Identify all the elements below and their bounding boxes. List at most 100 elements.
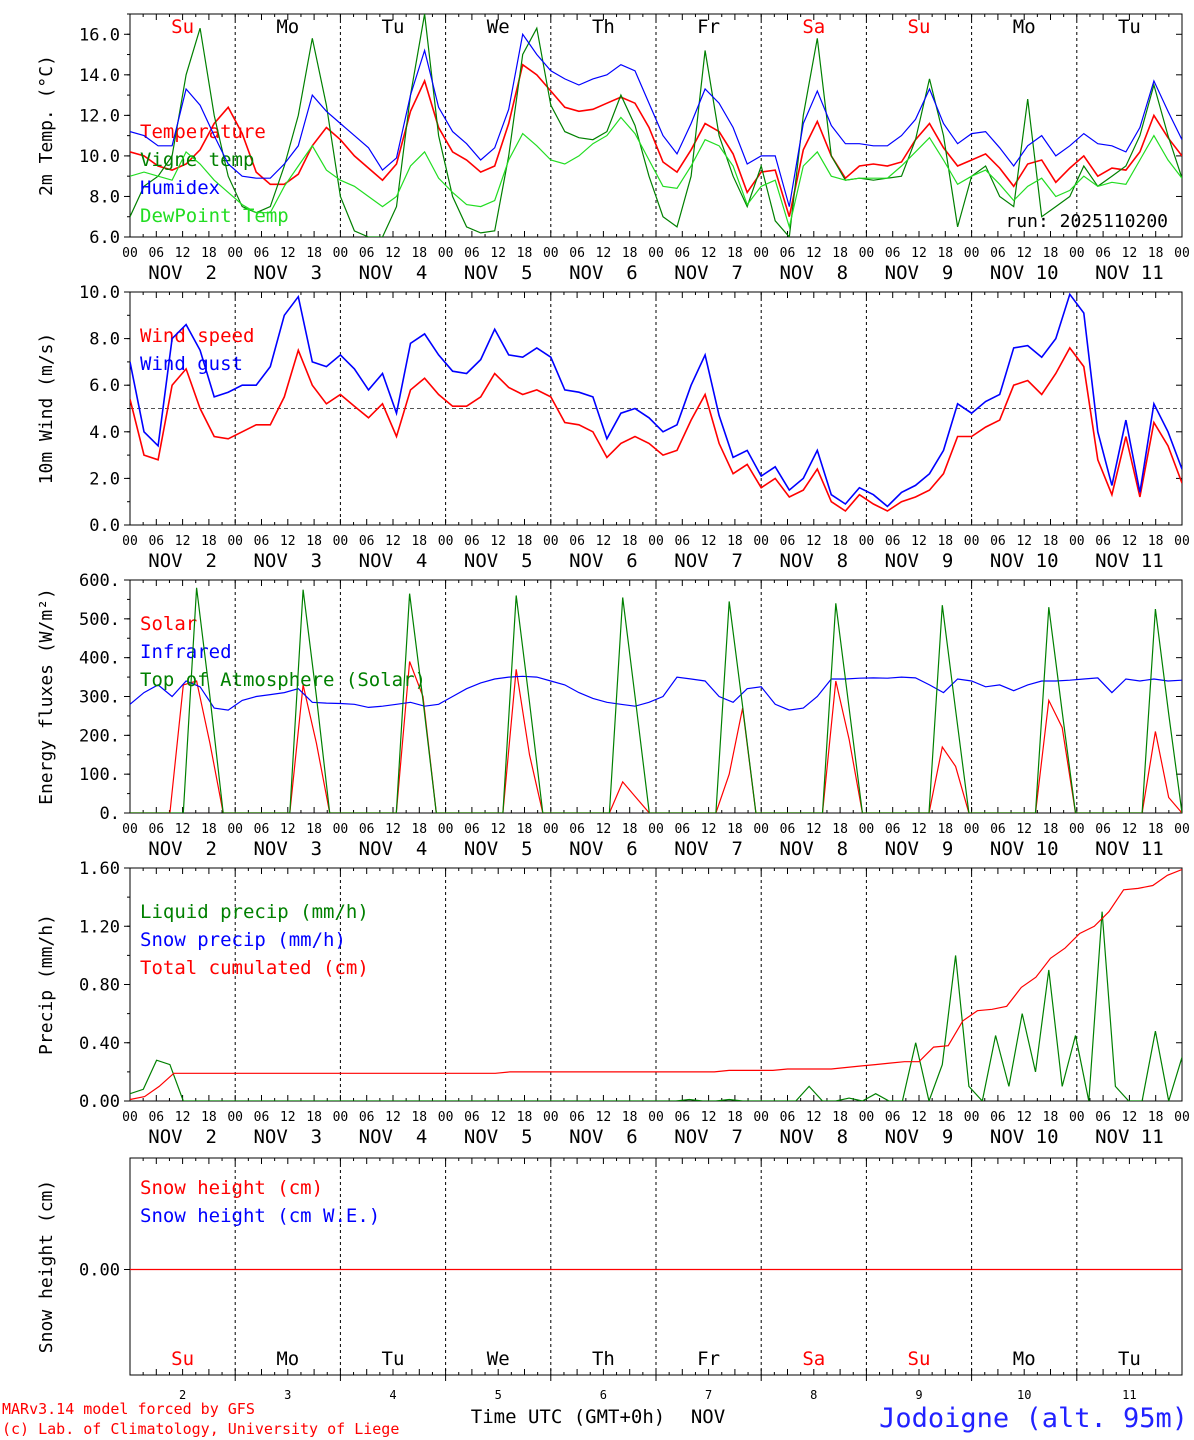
hour-tick-label: 00 [753,1110,769,1125]
hour-tick-label: 06 [885,246,901,261]
hour-tick-label: 00 [859,534,875,549]
y-axis-title: Precip (mm/h) [36,914,57,1055]
hour-tick-label: 12 [175,534,191,549]
location-label: Jodoigne (alt. 95m) [879,1403,1188,1434]
y-tick-label: 10.0 [79,147,120,167]
hour-tick-label: 12 [1122,822,1138,837]
hour-tick-label: 18 [201,1110,217,1125]
hour-tick-label: 06 [569,246,585,261]
hour-tick-label: 12 [490,246,506,261]
date-label: NOV 8 [779,1126,848,1148]
hour-tick-label: 00 [227,534,243,549]
weekday-label: We [487,16,510,38]
y-tick-label: 16.0 [79,25,120,45]
panel-5: 0.00 Snow height (cm) Snow height (cm) Snow… [36,1157,1183,1402]
day-number-label: 6 [600,1388,607,1402]
hour-tick-label: 06 [1095,822,1111,837]
date-label: NOV 6 [569,838,638,860]
hour-tick-label: 06 [569,822,585,837]
hour-tick-label: 00 [964,534,980,549]
date-label: NOV 10 [990,262,1059,284]
date-label: NOV 7 [674,838,743,860]
y-tick-label: 100. [79,765,120,785]
series-line-1-1 [130,63,1182,217]
y-tick-label: 6.0 [89,376,120,396]
hour-tick-label: 18 [201,822,217,837]
series-line-1-2 [130,14,1182,237]
hour-tick-label: 06 [990,534,1006,549]
hour-tick-label: 06 [148,534,164,549]
hour-tick-label: 12 [911,822,927,837]
series-line-3-3 [130,587,1182,813]
hour-tick-label: 18 [1043,246,1059,261]
series-line-3-1 [130,661,1182,813]
hour-tick-label: 18 [517,1110,533,1125]
hour-tick-label: 06 [990,246,1006,261]
hour-tick-label: 00 [753,534,769,549]
date-label: NOV 10 [990,1126,1059,1148]
hour-tick-label: 00 [753,246,769,261]
weekday-label: Su [908,16,931,38]
hour-tick-label: 00 [122,246,138,261]
hour-tick-label: 18 [622,822,638,837]
hour-tick-label: 06 [464,534,480,549]
hour-tick-label: 18 [727,534,743,549]
hour-tick-label: 12 [490,534,506,549]
hour-tick-label: 18 [201,246,217,261]
y-tick-label: 4.0 [89,423,120,443]
date-label: NOV 11 [1095,262,1164,284]
hour-tick-label: 06 [885,1110,901,1125]
hour-tick-label: 12 [175,1110,191,1125]
hour-tick-label: 18 [411,534,427,549]
date-label: NOV 5 [464,550,533,572]
hour-tick-label: 18 [832,534,848,549]
hour-tick-label: 00 [1069,246,1085,261]
hour-tick-label: 18 [832,246,848,261]
hour-tick-label: 18 [201,534,217,549]
y-tick-label: 0. [100,804,120,824]
legend-entry: Solar [140,613,197,635]
hour-tick-label: 00 [543,822,559,837]
weekday-label: Fr [697,1348,720,1370]
date-label: NOV 9 [885,1126,954,1148]
date-label: NOV 6 [569,262,638,284]
hour-tick-label: 00 [122,534,138,549]
date-label: NOV 7 [674,550,743,572]
date-label: NOV 2 [148,838,217,860]
weekday-label: Mo [1013,1348,1036,1370]
hour-tick-label: 06 [885,534,901,549]
weekday-label: Tu [382,1348,405,1370]
hour-tick-label: 12 [596,246,612,261]
panel-1: 6.0 8.0 10.0 12.0 14.0 16.0 2m Temp. (°C) Tempe… [36,13,1190,284]
hour-tick-label: 12 [911,246,927,261]
hour-tick-label: 18 [1148,822,1164,837]
day-number-label: 5 [495,1388,502,1402]
series-line-1-4 [130,116,1182,230]
hour-tick-label: 06 [569,534,585,549]
y-tick-label: 1.20 [79,917,120,937]
hour-tick-label: 12 [701,822,717,837]
series-line-3-2 [130,675,1182,711]
hour-tick-label: 18 [1043,1110,1059,1125]
weekday-label: Su [171,1348,194,1370]
date-label: NOV 3 [253,838,322,860]
month-label: NOV [691,1406,725,1428]
hour-tick-label: 00 [122,1110,138,1125]
hour-tick-label: 00 [1069,1110,1085,1125]
date-label: NOV 11 [1095,838,1164,860]
date-label: NOV 2 [148,1126,217,1148]
hour-tick-label: 06 [885,822,901,837]
hour-tick-label: 00 [543,246,559,261]
date-label: NOV 2 [148,262,217,284]
date-label: NOV 7 [674,1126,743,1148]
day-number-label: 10 [1017,1388,1031,1402]
hour-tick-label: 06 [464,246,480,261]
hour-tick-label: 12 [1016,1110,1032,1125]
hour-tick-label: 18 [937,534,953,549]
legend-entry: Wind speed [140,325,254,347]
date-label: NOV 11 [1095,1126,1164,1148]
weekday-label: Sa [802,16,825,38]
hour-tick-label: 06 [254,1110,270,1125]
hour-tick-label: 18 [411,246,427,261]
